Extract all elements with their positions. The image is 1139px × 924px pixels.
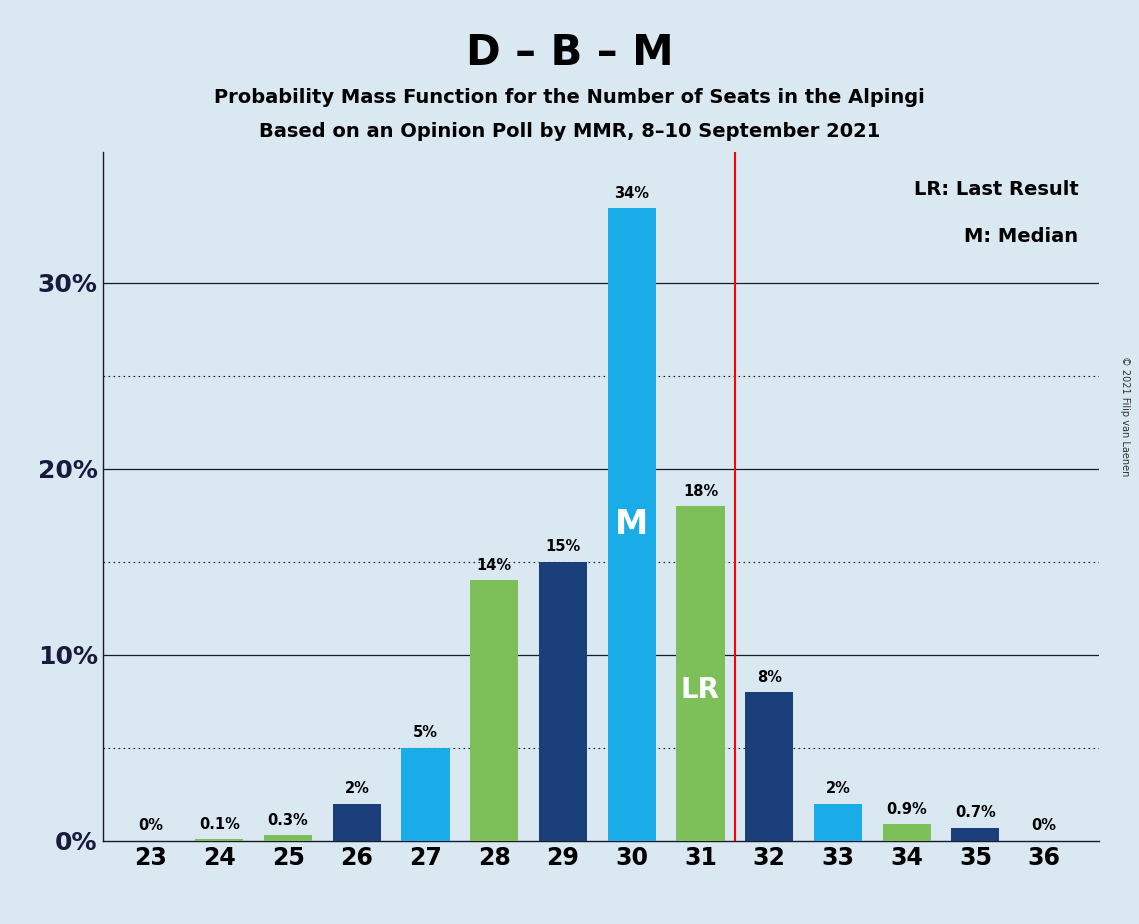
- Bar: [883, 824, 931, 841]
- Bar: [814, 804, 862, 841]
- Bar: [608, 208, 656, 841]
- Bar: [539, 562, 587, 841]
- Text: D – B – M: D – B – M: [466, 32, 673, 74]
- Text: © 2021 Filip van Laenen: © 2021 Filip van Laenen: [1121, 356, 1130, 476]
- Text: 0.1%: 0.1%: [199, 817, 240, 832]
- Text: 0.9%: 0.9%: [886, 802, 927, 817]
- Bar: [951, 828, 1000, 841]
- Text: 15%: 15%: [546, 540, 581, 554]
- Text: 2%: 2%: [826, 781, 851, 796]
- Text: 5%: 5%: [413, 725, 439, 740]
- Text: 2%: 2%: [344, 781, 369, 796]
- Text: 0.3%: 0.3%: [268, 813, 309, 828]
- Bar: [745, 692, 793, 841]
- Text: 8%: 8%: [756, 670, 781, 685]
- Text: LR: Last Result: LR: Last Result: [913, 180, 1079, 200]
- Bar: [470, 580, 518, 841]
- Text: M: Median: M: Median: [965, 227, 1079, 246]
- Text: 14%: 14%: [477, 558, 511, 573]
- Bar: [333, 804, 380, 841]
- Text: Based on an Opinion Poll by MMR, 8–10 September 2021: Based on an Opinion Poll by MMR, 8–10 Se…: [259, 122, 880, 141]
- Bar: [195, 839, 244, 841]
- Text: 0%: 0%: [138, 819, 163, 833]
- Bar: [677, 506, 724, 841]
- Text: M: M: [615, 508, 648, 541]
- Text: Probability Mass Function for the Number of Seats in the Alpingi: Probability Mass Function for the Number…: [214, 88, 925, 107]
- Text: 18%: 18%: [683, 483, 718, 499]
- Text: 34%: 34%: [614, 186, 649, 201]
- Text: 0%: 0%: [1032, 819, 1057, 833]
- Bar: [264, 835, 312, 841]
- Text: 0.7%: 0.7%: [954, 806, 995, 821]
- Bar: [401, 748, 450, 841]
- Text: LR: LR: [681, 676, 720, 704]
